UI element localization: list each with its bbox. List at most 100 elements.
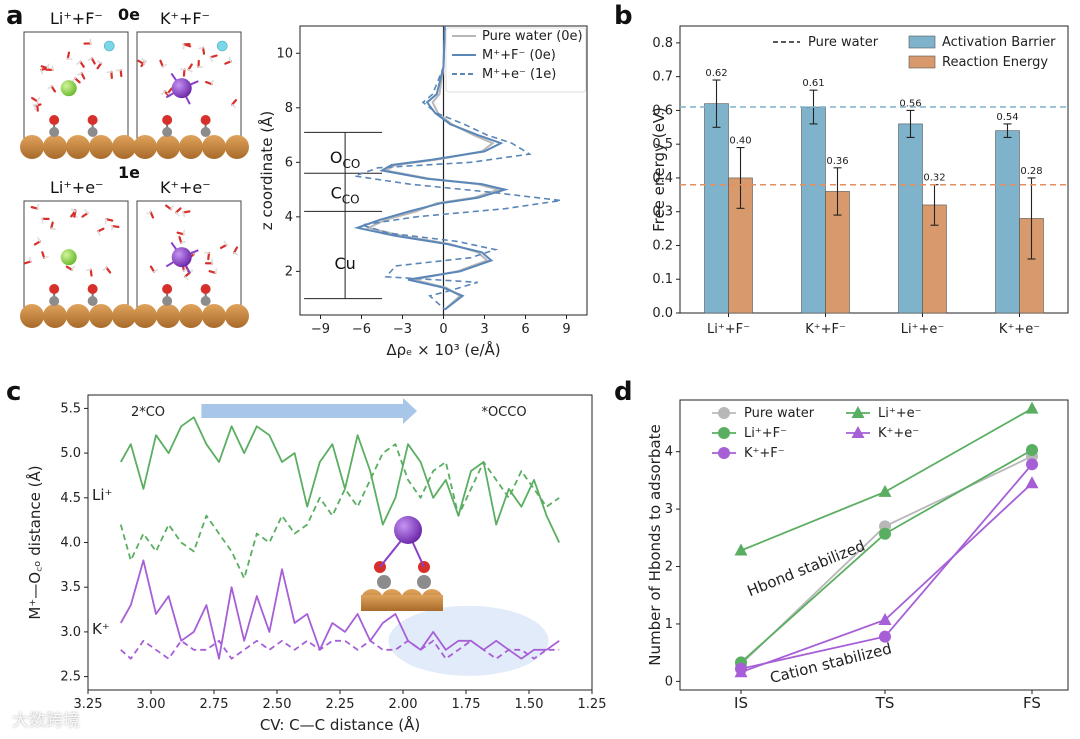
water-hydrogen bbox=[77, 72, 83, 76]
water-hydrogen bbox=[161, 63, 168, 68]
y-tick-label: 0.1 bbox=[652, 272, 673, 287]
data-label: 0.28 bbox=[1020, 166, 1042, 177]
water-molecule bbox=[96, 62, 103, 70]
circle-marker bbox=[879, 630, 891, 643]
water-molecule bbox=[182, 68, 186, 77]
start-label: 2*CO bbox=[131, 405, 165, 420]
legend-label: K⁺+F⁻ bbox=[744, 446, 785, 461]
y-tick-label: 5.0 bbox=[60, 446, 81, 461]
water-molecule bbox=[232, 246, 239, 254]
free-energy-bar-chart: 0.0 0.1 0.2 0.3 0.4 0.5 0.6 0.7 0.8 Free energy (… bbox=[650, 25, 1069, 337]
y-tick-label: 4.0 bbox=[60, 536, 81, 551]
water-molecule bbox=[182, 210, 191, 214]
water-molecule bbox=[149, 265, 156, 273]
data-label: 0.32 bbox=[923, 173, 945, 184]
water-hydrogen bbox=[170, 205, 175, 210]
legend-label: Pure water bbox=[808, 35, 879, 50]
y-tick-label: 0.3 bbox=[652, 205, 673, 220]
water-molecule bbox=[111, 224, 120, 229]
panel-label-b: b bbox=[614, 1, 633, 31]
reaction-arrow-head bbox=[403, 398, 417, 424]
water-molecule bbox=[137, 59, 145, 66]
water-molecule bbox=[90, 57, 96, 65]
water-hydrogen bbox=[153, 268, 159, 273]
water-molecule bbox=[105, 266, 112, 274]
triangle-marker bbox=[734, 543, 748, 556]
cation-distance-chart: 2*CO *OCCO Li⁺ K⁺ 3.25 3.00 2.75 2.50 2.25 2.00 1.… bbox=[25, 394, 607, 734]
water-molecule bbox=[219, 243, 228, 249]
x-tick-label: FS bbox=[1023, 694, 1041, 712]
charge-density-profile: −9 −6 −3 0 3 6 9 2 4 6 8 10 Δρₑ × 10³ (e/Å) z coordin… bbox=[257, 25, 588, 359]
triangle-marker bbox=[851, 426, 865, 438]
cation-stabilized-label: Cation stabilized bbox=[768, 639, 893, 687]
water-hydrogen bbox=[228, 56, 232, 63]
x-tick-label: −6 bbox=[352, 322, 371, 337]
water-molecule bbox=[79, 60, 85, 68]
copper-atom bbox=[202, 135, 226, 159]
x-tick-label: 2.75 bbox=[200, 697, 229, 712]
legend-label: Li⁺+e⁻ bbox=[878, 406, 921, 421]
water-molecule bbox=[176, 231, 185, 236]
oxygen-atom bbox=[162, 115, 173, 125]
x-tick-label: 6 bbox=[521, 322, 529, 337]
charge-label-0e: 0e bbox=[118, 5, 140, 24]
y-tick-label: 3.0 bbox=[60, 625, 81, 640]
copper-atom bbox=[156, 304, 180, 328]
water-molecule bbox=[30, 206, 39, 210]
x-tick-label: 9 bbox=[562, 322, 570, 337]
fluoride-ion bbox=[216, 40, 228, 52]
snapshot-title-li-e: Li⁺+e⁻ bbox=[50, 178, 104, 197]
water-hydrogen bbox=[180, 240, 186, 244]
water-molecule bbox=[187, 63, 193, 71]
water-hydrogen bbox=[71, 265, 75, 271]
md-snapshots: Li⁺+F⁻ 0e K⁺+F⁻ 1e Li⁺+e⁻ K⁺+e⁻ bbox=[20, 5, 249, 328]
circle-marker bbox=[1026, 443, 1038, 456]
water-hydrogen bbox=[214, 268, 218, 274]
water-molecule bbox=[105, 218, 114, 222]
water-molecule bbox=[70, 210, 77, 218]
data-label: 0.56 bbox=[899, 98, 921, 109]
water-molecule bbox=[159, 59, 164, 68]
water-molecule bbox=[230, 99, 238, 106]
legend-swatch bbox=[908, 35, 936, 49]
y-tick-label: 3 bbox=[665, 502, 673, 517]
fluoride-ion bbox=[103, 40, 115, 52]
triangle-marker bbox=[1025, 476, 1039, 489]
water-hydrogen bbox=[198, 46, 204, 50]
snapshot-box bbox=[20, 31, 136, 159]
copper-atom bbox=[202, 304, 226, 328]
y-axis-label: M⁺—O꜀ₒ distance (Å) bbox=[25, 465, 44, 619]
x-tick-label: K⁺+e⁻ bbox=[999, 322, 1040, 337]
region-label: OCO bbox=[330, 148, 360, 171]
lithium-ion bbox=[60, 249, 77, 266]
x-tick-label: 1.25 bbox=[578, 697, 607, 712]
li-label: Li⁺ bbox=[92, 486, 112, 504]
water-hydrogen bbox=[71, 77, 76, 83]
watermark: 大数跨境 bbox=[12, 711, 80, 731]
water-hydrogen bbox=[187, 68, 193, 73]
y-tick-label: 1 bbox=[665, 617, 673, 632]
y-tick-label: 10 bbox=[276, 46, 293, 61]
water-molecule bbox=[23, 260, 32, 265]
water-hydrogen bbox=[97, 60, 102, 65]
legend-label: Pure water bbox=[744, 406, 815, 421]
data-label: 0.61 bbox=[802, 78, 824, 89]
carbon-atom bbox=[417, 575, 431, 589]
water-molecule bbox=[65, 265, 74, 271]
x-tick-label: IS bbox=[734, 694, 748, 712]
y-axis-label: z coordinate (Å) bbox=[257, 111, 276, 230]
triangle-marker bbox=[1025, 401, 1039, 414]
legend-swatch bbox=[908, 55, 936, 69]
circle-marker bbox=[718, 407, 730, 419]
water-hydrogen bbox=[33, 104, 37, 111]
y-tick-label: 0.0 bbox=[652, 306, 673, 321]
copper-atom bbox=[112, 304, 136, 328]
copper-atom bbox=[66, 304, 90, 328]
carbon-atom bbox=[377, 575, 391, 589]
x-tick-label: −3 bbox=[393, 322, 412, 337]
data-label: 0.40 bbox=[729, 136, 751, 147]
water-molecule bbox=[89, 268, 93, 277]
circle-marker bbox=[1026, 458, 1038, 471]
potassium-ion bbox=[394, 516, 422, 544]
